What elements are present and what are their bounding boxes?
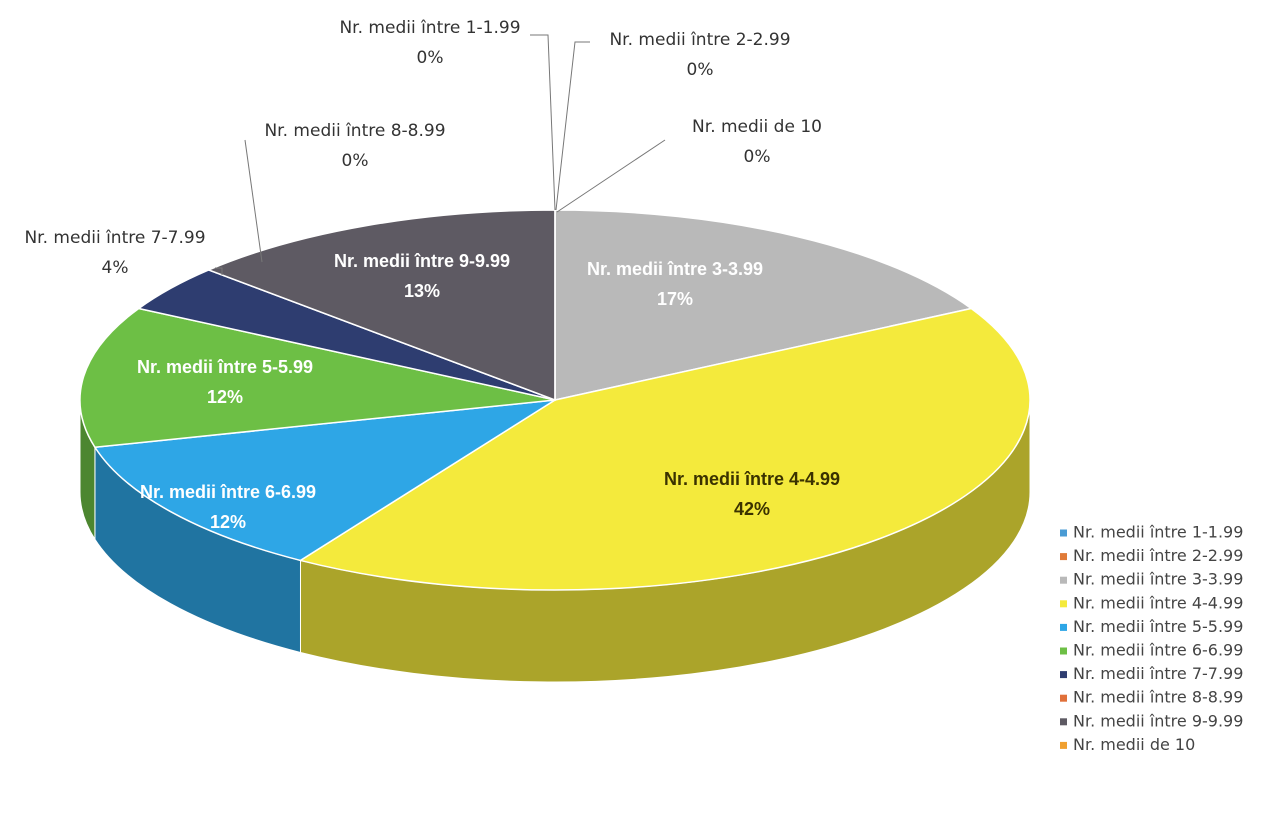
data-label-name: Nr. medii între 8-8.99 xyxy=(264,121,445,141)
leader-line xyxy=(244,139,263,263)
slice xyxy=(298,307,1031,591)
slice xyxy=(79,307,556,449)
leader-line xyxy=(556,139,666,213)
legend-label: Nr. medii între 5-5.99 xyxy=(1073,617,1243,636)
data-label-value: 4% xyxy=(102,258,129,278)
data-label-value: 0% xyxy=(744,147,771,167)
legend-swatch xyxy=(1060,741,1067,749)
legend-label: Nr. medii între 2-2.99 xyxy=(1073,546,1243,565)
legend-swatch xyxy=(1060,718,1067,726)
data-label-name: Nr. medii între 4-4.99 xyxy=(664,469,840,489)
legend-swatch xyxy=(1060,576,1067,584)
leader-line xyxy=(555,41,590,211)
legend-swatch xyxy=(1060,671,1067,679)
leader-line xyxy=(215,267,223,275)
legend-label: Nr. medii între 3-3.99 xyxy=(1073,570,1243,589)
data-label-value: 0% xyxy=(342,151,369,171)
legend-swatch xyxy=(1060,623,1067,631)
data-label-value: 12% xyxy=(207,387,243,407)
legend-label: Nr. medii între 6-6.99 xyxy=(1073,641,1243,660)
data-label-name: Nr. medii între 9-9.99 xyxy=(334,251,510,271)
data-label-name: Nr. medii între 5-5.99 xyxy=(137,357,313,377)
data-label-name: Nr. medii de 10 xyxy=(692,117,822,137)
data-label-value: 17% xyxy=(657,289,693,309)
legend-swatch xyxy=(1060,600,1067,608)
legend-swatch xyxy=(1060,647,1067,655)
slice xyxy=(206,209,556,402)
data-label-value: 0% xyxy=(417,48,444,68)
legend-label: Nr. medii între 9-9.99 xyxy=(1073,711,1243,730)
data-label-value: 12% xyxy=(210,512,246,532)
legend-swatch xyxy=(1060,553,1067,561)
data-label-value: 13% xyxy=(404,281,440,301)
leader-line xyxy=(530,34,556,211)
legend-label: Nr. medii între 4-4.99 xyxy=(1073,593,1243,612)
legend-label: Nr. medii de 10 xyxy=(1073,735,1195,754)
slice xyxy=(554,209,974,401)
legend-swatch xyxy=(1060,529,1067,537)
data-label-value: 0% xyxy=(687,60,714,80)
legend-swatch xyxy=(1060,694,1067,702)
legend-label: Nr. medii între 8-8.99 xyxy=(1073,688,1243,707)
slice xyxy=(93,399,556,562)
data-label-name: Nr. medii între 7-7.99 xyxy=(24,228,205,248)
data-label-name: Nr. medii între 3-3.99 xyxy=(587,259,763,279)
data-label-name: Nr. medii între 1-1.99 xyxy=(339,18,520,38)
data-label-value: 42% xyxy=(734,499,770,519)
data-label-name: Nr. medii între 6-6.99 xyxy=(140,482,316,502)
data-label-name: Nr. medii între 2-2.99 xyxy=(609,30,790,50)
legend-label: Nr. medii între 1-1.99 xyxy=(1073,523,1243,542)
legend-label: Nr. medii între 7-7.99 xyxy=(1073,664,1243,683)
